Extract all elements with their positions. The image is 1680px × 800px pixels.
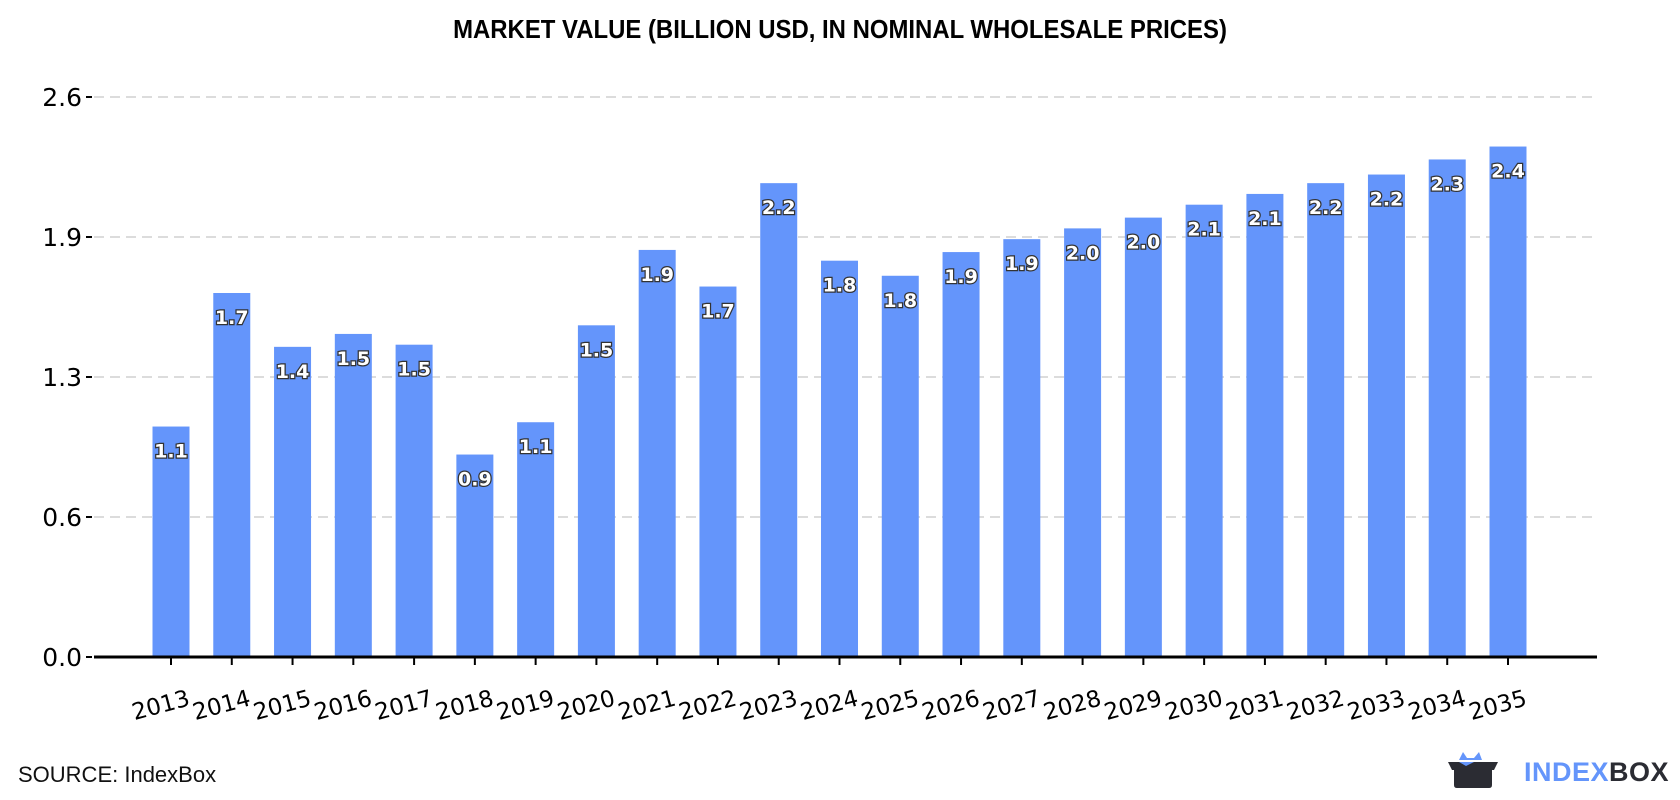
bar-2013 — [152, 426, 190, 657]
data-label: 1.5 — [336, 348, 370, 370]
x-tick-label: 2021 — [615, 686, 678, 726]
bar-2027 — [1003, 239, 1041, 657]
y-tick-label: 1.9 — [42, 223, 82, 252]
bar-2020 — [577, 325, 615, 657]
x-tick-label: 2018 — [433, 686, 496, 726]
data-label: 2.3 — [1430, 173, 1464, 195]
data-label: 1.8 — [823, 275, 857, 297]
bar-2016 — [334, 333, 372, 657]
x-tick-label: 2023 — [737, 686, 800, 726]
bar-2025 — [881, 275, 919, 657]
x-tick-label: 2019 — [494, 686, 557, 726]
data-label: 2.0 — [1127, 232, 1161, 254]
data-label: 2.1 — [1187, 219, 1221, 241]
data-label: 1.4 — [276, 361, 310, 383]
x-tick-label: 2029 — [1102, 686, 1165, 726]
x-tick-label: 2016 — [312, 686, 375, 726]
bar-2021 — [638, 249, 676, 657]
x-tick-label: 2013 — [129, 686, 192, 726]
x-tick-label: 2035 — [1466, 686, 1529, 726]
x-tick-label: 2032 — [1284, 686, 1347, 726]
data-label: 2.2 — [762, 197, 796, 219]
bar-2019 — [517, 422, 555, 657]
x-tick-label: 2020 — [555, 686, 618, 726]
data-label: 1.5 — [397, 359, 431, 381]
data-label: 2.2 — [1370, 189, 1404, 211]
bar-2030 — [1185, 204, 1223, 657]
x-tick-label: 2030 — [1162, 686, 1225, 726]
x-tick-label: 2022 — [676, 686, 739, 726]
indexbox-logo: INDEXBOX — [1448, 752, 1669, 792]
bar-2034 — [1428, 159, 1466, 657]
x-tick-label: 2034 — [1405, 686, 1468, 726]
data-label: 1.1 — [154, 441, 188, 463]
bar-2018 — [456, 454, 494, 657]
source-note: SOURCE: IndexBox — [18, 762, 217, 787]
data-label: 1.9 — [640, 264, 674, 286]
logo-text-index: INDEX — [1524, 756, 1610, 787]
data-label: 1.7 — [701, 301, 735, 323]
y-tick-label: 0.6 — [42, 503, 82, 532]
x-tick-label: 2033 — [1345, 686, 1408, 726]
x-tick-label: 2015 — [251, 686, 314, 726]
bar-2032 — [1307, 183, 1345, 657]
bar-2022 — [699, 286, 737, 657]
data-label: 2.0 — [1066, 242, 1100, 264]
data-label: 2.1 — [1248, 208, 1282, 230]
data-label: 1.1 — [519, 436, 553, 458]
bar-2035 — [1489, 146, 1527, 658]
x-tick-label: 2014 — [190, 686, 253, 726]
data-label: 2.4 — [1491, 161, 1525, 183]
data-label: 2.2 — [1309, 197, 1343, 219]
x-tick-label: 2027 — [980, 686, 1043, 726]
x-tick-label: 2017 — [372, 686, 435, 726]
data-label: 1.8 — [883, 290, 917, 312]
y-tick-label: 0.0 — [42, 643, 82, 672]
x-tick-label: 2031 — [1223, 686, 1286, 726]
bar-2028 — [1064, 228, 1102, 657]
bar-2024 — [821, 260, 858, 657]
data-label: 0.9 — [458, 469, 492, 491]
chart-title: MARKET VALUE (BILLION USD, IN NOMINAL WH… — [453, 14, 1227, 44]
x-tick-label: 2024 — [798, 686, 861, 726]
bar-2033 — [1367, 174, 1405, 658]
y-tick-label: 1.3 — [42, 363, 82, 392]
box-logo-icon — [1448, 752, 1498, 788]
bar-2031 — [1246, 193, 1284, 657]
data-label: 1.7 — [215, 307, 249, 329]
x-tick-label: 2025 — [859, 686, 922, 726]
bar-2026 — [942, 252, 980, 658]
x-tick-label: 2028 — [1041, 686, 1104, 726]
data-label: 1.9 — [944, 266, 978, 288]
logo-text-box: BOX — [1609, 756, 1670, 787]
data-label: 1.5 — [580, 339, 614, 361]
x-tick-label: 2026 — [919, 686, 982, 726]
bar-2015 — [274, 346, 312, 657]
y-tick-label: 2.6 — [42, 83, 82, 112]
bar-2029 — [1124, 217, 1162, 657]
bar-2014 — [213, 293, 251, 657]
bar-2017 — [395, 344, 433, 657]
bar-2023 — [760, 183, 798, 657]
data-label: 1.9 — [1005, 253, 1039, 275]
